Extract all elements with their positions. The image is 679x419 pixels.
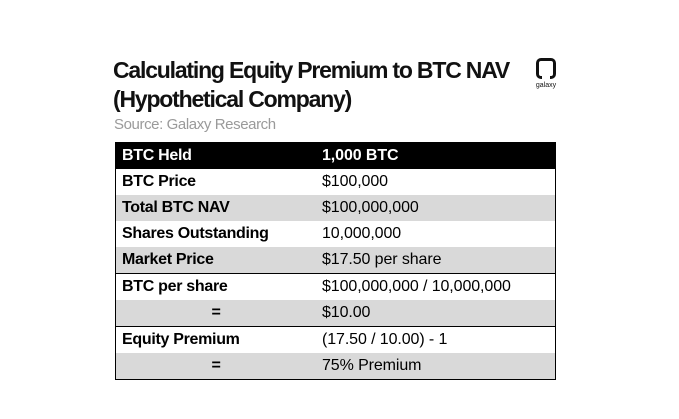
table-row-equity-premium-result: = 75% Premium: [115, 353, 556, 380]
table-row-market-price: Market Price $17.50 per share: [115, 247, 556, 274]
row-label: Market Price: [115, 247, 316, 274]
galaxy-logo-icon: [536, 58, 556, 79]
row-value: 1,000 BTC: [316, 142, 556, 169]
table-row-btc-per-share-result: = $10.00: [115, 300, 556, 327]
equity-premium-table: BTC Held 1,000 BTC BTC Price $100,000 To…: [115, 142, 556, 380]
row-value: 75% Premium: [316, 353, 556, 380]
row-value: $17.50 per share: [316, 247, 556, 274]
row-value: $100,000,000: [316, 195, 556, 221]
galaxy-logo: galaxy: [530, 58, 562, 89]
table-row-total-btc-nav: Total BTC NAV $100,000,000: [115, 195, 556, 221]
row-value: (17.50 / 10.00) - 1: [316, 326, 556, 353]
table-row-shares-outstanding: Shares Outstanding 10,000,000: [115, 221, 556, 247]
table-row-btc-per-share: BTC per share $100,000,000 / 10,000,000: [115, 273, 556, 300]
row-label: Total BTC NAV: [115, 195, 316, 221]
row-value: 10,000,000: [316, 221, 556, 247]
row-value: $100,000,000 / 10,000,000: [316, 273, 556, 300]
row-label: =: [115, 353, 316, 380]
row-value: $10.00: [316, 300, 556, 327]
row-label: Shares Outstanding: [115, 221, 316, 247]
row-value: $100,000: [316, 169, 556, 195]
row-label: Equity Premium: [115, 326, 316, 353]
source-caption: Source: Galaxy Research: [114, 116, 276, 133]
table-row-btc-held: BTC Held 1,000 BTC: [115, 142, 556, 169]
row-label: BTC Price: [115, 169, 316, 195]
title-line-2: (Hypothetical Company): [113, 86, 352, 112]
table-row-btc-price: BTC Price $100,000: [115, 169, 556, 195]
row-label: BTC per share: [115, 273, 316, 300]
row-label: =: [115, 300, 316, 327]
galaxy-logo-text: galaxy: [535, 82, 557, 89]
page-title: Calculating Equity Premium to BTC NAV (H…: [113, 56, 533, 114]
table-row-equity-premium: Equity Premium (17.50 / 10.00) - 1: [115, 326, 556, 353]
row-label: BTC Held: [115, 142, 316, 169]
title-line-1: Calculating Equity Premium to BTC NAV: [113, 57, 510, 83]
